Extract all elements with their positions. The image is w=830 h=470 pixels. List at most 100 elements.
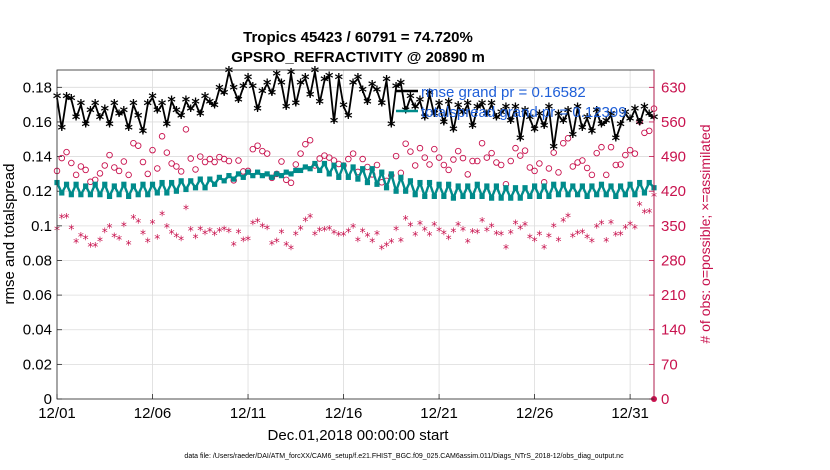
- totalspread-marker: [460, 193, 466, 200]
- obs-possible-marker: [182, 126, 190, 133]
- obs-assimilated-marker: *: [627, 218, 633, 232]
- obs-assimilated-marker: *: [584, 232, 590, 246]
- obs-assimilated-markers: ****************************************…: [54, 190, 657, 256]
- totalspread-marker: [565, 192, 571, 198]
- totalspread-marker: [73, 181, 79, 187]
- obs-assimilated-marker: *: [589, 236, 595, 250]
- y2-tick-label: 0: [661, 391, 669, 408]
- totalspread-marker: [498, 195, 504, 201]
- obs-assimilated-marker: *: [632, 222, 638, 236]
- obs-possible-marker: [168, 160, 175, 167]
- obs-possible-marker: [197, 153, 204, 160]
- rmse-marker: *: [206, 94, 215, 113]
- obs-possible-marker: [555, 169, 562, 176]
- obs-possible-marker: [593, 149, 600, 157]
- rmse-marker: *: [612, 130, 621, 149]
- rmse-marker: *: [526, 109, 535, 128]
- obs-assimilated-marker: *: [560, 215, 566, 229]
- rmse-marker: *: [191, 94, 200, 113]
- y2-tick-labels: 0 70 140 210 280 350 420 490 560 630: [661, 79, 686, 408]
- y-tick-label: 0.16: [23, 114, 52, 131]
- obs-possible-marker: [459, 154, 467, 162]
- rmse-marker: *: [368, 77, 377, 96]
- obs-assimilated-marker: *: [116, 233, 122, 247]
- rmse-series: ****************************************…: [53, 63, 659, 158]
- obs-assimilated-marker: *: [307, 211, 313, 225]
- rmse-marker: *: [115, 106, 124, 125]
- totalspread-marker: [555, 192, 562, 198]
- obs-possible-marker: [58, 154, 66, 162]
- obs-possible-marker: [177, 168, 185, 175]
- rmse-marker: *: [339, 97, 348, 116]
- obs-possible-marker: [512, 144, 519, 152]
- totalspread-marker: [312, 160, 318, 167]
- rmse-marker: *: [196, 106, 205, 125]
- totalspread-marker: [412, 192, 418, 198]
- obs-possible-marker: [507, 157, 514, 165]
- obs-possible-marker: [316, 155, 323, 162]
- rmse-marker: *: [535, 106, 544, 125]
- obs-possible-marker: [612, 161, 620, 169]
- obs-assimilated-marker: *: [278, 226, 284, 240]
- totalspread-marker: [207, 176, 213, 182]
- rmse-marker: *: [153, 103, 162, 122]
- y2-tick-label: 420: [661, 183, 686, 200]
- totalspread-marker: [87, 192, 94, 198]
- rmse-marker: *: [635, 115, 644, 134]
- rmse-marker: *: [382, 71, 391, 90]
- totalspread-marker: [97, 192, 103, 198]
- totalspread-marker: [331, 162, 337, 168]
- rmse-marker: *: [487, 96, 496, 115]
- y2-tick-label: 70: [661, 356, 678, 373]
- totalspread-marker: [364, 179, 371, 186]
- obs-assimilated-marker: *: [579, 226, 585, 240]
- obs-assimilated-marker: *: [436, 224, 442, 238]
- obs-assimilated-marker: *: [83, 233, 89, 247]
- obs-possible-marker: [139, 158, 147, 166]
- y-tick-label: 0.02: [23, 356, 52, 373]
- totalspread-marker: [546, 193, 552, 200]
- rmse-marker: *: [253, 101, 262, 120]
- totalspread-marker: [326, 171, 332, 177]
- rmse-marker: *: [330, 113, 339, 132]
- rmse-marker: *: [320, 71, 329, 90]
- obs-assimilated-marker: *: [364, 230, 370, 244]
- obs-possible-marker: [163, 149, 171, 156]
- obs-assimilated-marker: *: [551, 220, 557, 234]
- obs-possible-marker: [560, 139, 567, 147]
- totalspread-marker: [197, 176, 203, 182]
- obs-assimilated-marker: *: [269, 238, 275, 252]
- totalspread-marker: [489, 195, 495, 201]
- totalspread-marker: [307, 166, 313, 172]
- rmse-marker: *: [124, 120, 133, 139]
- obs-assimilated-marker: *: [173, 231, 179, 245]
- y-tick-label: 0.06: [23, 287, 52, 304]
- obs-assimilated-marker: *: [379, 243, 385, 257]
- obs-possible-marker: [426, 161, 433, 168]
- obs-possible-marker: [445, 166, 452, 174]
- obs-assimilated-marker: *: [240, 235, 246, 249]
- rmse-marker: *: [645, 106, 654, 125]
- obs-assimilated-marker: *: [145, 236, 151, 250]
- obs-possible-marker: [349, 150, 357, 157]
- x-tick-label: 12/01: [38, 405, 76, 422]
- obs-assimilated-marker: *: [489, 220, 495, 234]
- totalspread-marker: [250, 173, 256, 179]
- y2-axis-label: # of obs: o=possible; ×=assimilated: [697, 124, 713, 343]
- totalspread-marker: [183, 186, 189, 193]
- obs-assimilated-marker: *: [283, 239, 289, 253]
- rmse-marker: *: [464, 96, 473, 115]
- obs-assimilated-marker: *: [92, 240, 98, 254]
- obs-assimilated-marker: *: [384, 240, 390, 254]
- x-axis-label: Dec.01,2018 00:00:00 start: [268, 427, 450, 444]
- obs-possible-marker: [450, 156, 457, 163]
- obs-possible-marker: [302, 140, 309, 148]
- plot-area: [57, 70, 654, 399]
- obs-possible-marker: [201, 158, 209, 166]
- totalspread-marker: [541, 183, 547, 189]
- y2-tick-label: 280: [661, 252, 686, 269]
- totalspread-marker: [297, 167, 304, 174]
- obs-assimilated-marker: *: [613, 229, 619, 243]
- y-tick-label: 0.14: [23, 149, 52, 166]
- rmse-marker: *: [559, 113, 568, 132]
